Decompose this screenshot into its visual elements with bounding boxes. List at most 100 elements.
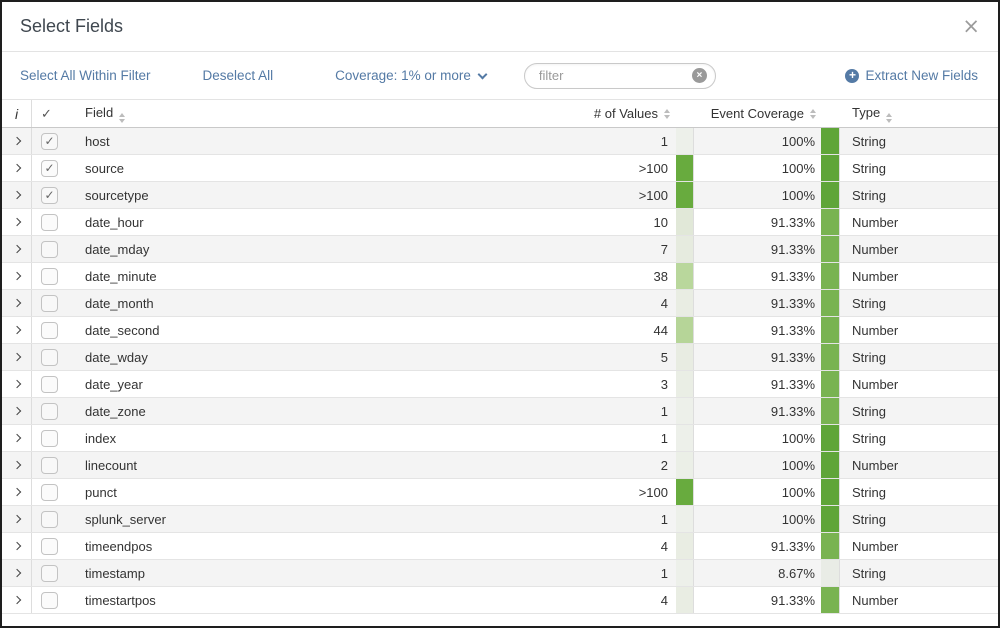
values-column-header[interactable]: # of Values	[556, 100, 694, 127]
table-row[interactable]: timeendpos 4 91.33% Number	[2, 533, 998, 560]
expand-cell[interactable]	[2, 263, 32, 289]
values-bar	[676, 479, 693, 505]
table-row[interactable]: date_minute 38 91.33% Number	[2, 263, 998, 290]
type-column-header[interactable]: Type	[840, 105, 998, 123]
field-checkbox[interactable]	[41, 564, 58, 582]
field-checkbox[interactable]	[41, 456, 58, 474]
select-all-within-filter-link[interactable]: Select All Within Filter	[20, 68, 151, 83]
dialog-titlebar: Select Fields ×	[2, 2, 998, 52]
expand-cell[interactable]	[2, 425, 32, 451]
field-type: String	[852, 430, 886, 446]
table-row[interactable]: timestamp 1 8.67% String	[2, 560, 998, 587]
field-checkbox[interactable]	[41, 348, 58, 366]
coverage-bar	[821, 290, 839, 316]
field-checkbox[interactable]: ✓	[41, 132, 58, 150]
field-checkbox[interactable]	[41, 375, 58, 393]
field-type: Number	[852, 592, 899, 608]
field-checkbox[interactable]	[41, 267, 58, 285]
expand-cell[interactable]	[2, 290, 32, 316]
values-bar	[676, 506, 693, 532]
extract-new-fields-link[interactable]: + Extract New Fields	[845, 68, 978, 83]
values-bar	[676, 236, 693, 262]
values-count: 4	[660, 592, 668, 608]
check-cell: ✓	[32, 132, 74, 150]
type-cell: Number	[840, 593, 998, 608]
field-column-header[interactable]: Field	[74, 105, 556, 123]
table-row[interactable]: date_month 4 91.33% String	[2, 290, 998, 317]
table-row[interactable]: ✓ source >100 100% String	[2, 155, 998, 182]
field-checkbox[interactable]	[41, 429, 58, 447]
check-cell	[32, 564, 74, 582]
field-checkbox[interactable]	[41, 240, 58, 258]
expand-cell[interactable]	[2, 533, 32, 559]
field-checkbox[interactable]	[41, 294, 58, 312]
expand-cell[interactable]	[2, 587, 32, 613]
field-type: Number	[852, 457, 899, 473]
expand-cell[interactable]	[2, 344, 32, 370]
values-count: >100	[638, 484, 668, 500]
type-cell: String	[840, 566, 998, 581]
field-type: String	[852, 295, 886, 311]
expand-cell[interactable]	[2, 155, 32, 181]
table-row[interactable]: date_mday 7 91.33% Number	[2, 236, 998, 263]
values-count: 2	[660, 457, 668, 473]
filter-input[interactable]	[523, 62, 716, 89]
expand-cell[interactable]	[2, 398, 32, 424]
table-row[interactable]: punct >100 100% String	[2, 479, 998, 506]
values-count: 7	[660, 241, 668, 257]
expand-cell[interactable]	[2, 371, 32, 397]
field-checkbox[interactable]: ✓	[41, 186, 58, 204]
chevron-down-icon	[477, 69, 488, 79]
expand-cell[interactable]	[2, 452, 32, 478]
field-name: splunk_server	[85, 511, 166, 527]
field-checkbox[interactable]	[41, 591, 58, 609]
deselect-all-link[interactable]: Deselect All	[202, 68, 274, 83]
coverage-percent: 91.33%	[770, 241, 815, 257]
field-checkbox[interactable]	[41, 213, 58, 231]
coverage-bar	[821, 317, 839, 343]
field-checkbox[interactable]: ✓	[41, 159, 58, 177]
expand-cell[interactable]	[2, 506, 32, 532]
field-cell: date_zone	[74, 404, 556, 419]
table-row[interactable]: date_hour 10 91.33% Number	[2, 209, 998, 236]
values-cell: 3	[556, 371, 694, 397]
coverage-cell: 91.33%	[694, 263, 840, 289]
table-row[interactable]: date_second 44 91.33% Number	[2, 317, 998, 344]
field-name: date_mday	[85, 241, 150, 257]
field-checkbox[interactable]	[41, 510, 58, 528]
table-row[interactable]: splunk_server 1 100% String	[2, 506, 998, 533]
expand-cell[interactable]	[2, 209, 32, 235]
chevron-right-icon	[12, 217, 21, 227]
field-checkbox[interactable]	[41, 537, 58, 555]
table-row[interactable]: timestartpos 4 91.33% Number	[2, 587, 998, 614]
expand-cell[interactable]	[2, 182, 32, 208]
table-row[interactable]: date_year 3 91.33% Number	[2, 371, 998, 398]
close-icon[interactable]: ×	[962, 14, 980, 38]
expand-cell[interactable]	[2, 317, 32, 343]
coverage-bar	[821, 128, 839, 154]
field-checkbox[interactable]	[41, 483, 58, 501]
dialog-title: Select Fields	[20, 16, 124, 36]
table-row[interactable]: date_wday 5 91.33% String	[2, 344, 998, 371]
expand-cell[interactable]	[2, 236, 32, 262]
expand-cell[interactable]	[2, 479, 32, 505]
table-row[interactable]: ✓ sourcetype >100 100% String	[2, 182, 998, 209]
type-cell: String	[840, 161, 998, 176]
coverage-cell: 91.33%	[694, 290, 840, 316]
coverage-dropdown[interactable]: Coverage: 1% or more	[335, 68, 488, 83]
table-row[interactable]: ✓ host 1 100% String	[2, 128, 998, 155]
clear-filter-icon[interactable]: ×	[691, 68, 707, 83]
field-name: timestartpos	[85, 592, 156, 608]
table-row[interactable]: linecount 2 100% Number	[2, 452, 998, 479]
check-column-header: ✓	[41, 105, 52, 121]
table-row[interactable]: index 1 100% String	[2, 425, 998, 452]
coverage-column-header[interactable]: Event Coverage	[694, 100, 840, 127]
field-checkbox[interactable]	[41, 321, 58, 339]
expand-cell[interactable]	[2, 128, 32, 154]
values-bar	[676, 128, 693, 154]
table-row[interactable]: date_zone 1 91.33% String	[2, 398, 998, 425]
field-checkbox[interactable]	[41, 402, 58, 420]
type-cell: Number	[840, 323, 998, 338]
expand-cell[interactable]	[2, 560, 32, 586]
field-cell: timestamp	[74, 566, 556, 581]
